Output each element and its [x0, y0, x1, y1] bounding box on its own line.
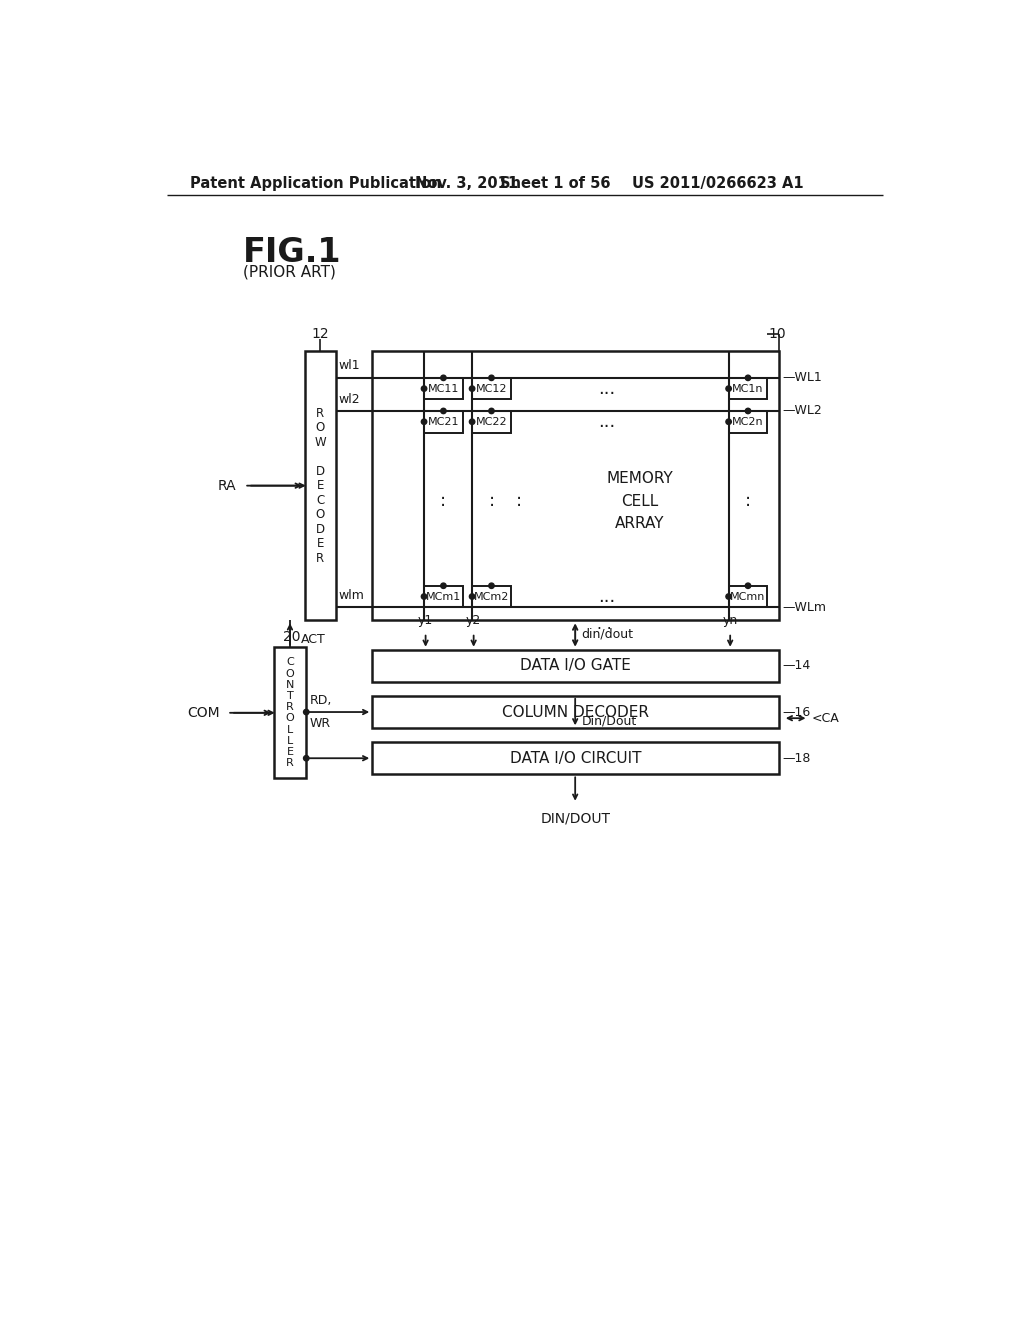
Text: —16: —16: [783, 705, 811, 718]
Text: DIN/DOUT: DIN/DOUT: [541, 812, 610, 825]
Text: ACT: ACT: [301, 632, 326, 645]
Circle shape: [469, 385, 475, 391]
Circle shape: [726, 594, 731, 599]
Bar: [472, 586, 511, 607]
Text: MCm1: MCm1: [426, 591, 461, 602]
Text: DATA I/O GATE: DATA I/O GATE: [520, 659, 631, 673]
Text: RD,: RD,: [309, 694, 332, 708]
Text: WR: WR: [309, 717, 331, 730]
Circle shape: [488, 375, 495, 380]
Text: C
O
N
T
R
O
L
L
E
R: C O N T R O L L E R: [286, 657, 294, 768]
Circle shape: [303, 709, 309, 714]
Circle shape: [469, 418, 475, 425]
Bar: [424, 378, 463, 400]
Circle shape: [440, 375, 446, 380]
Text: —WL2: —WL2: [783, 404, 822, 417]
Text: · ·: · ·: [597, 622, 612, 638]
Bar: [305, 351, 336, 620]
Text: —WLm: —WLm: [783, 601, 826, 614]
Text: Patent Application Publication: Patent Application Publication: [190, 176, 441, 190]
Circle shape: [488, 583, 495, 589]
Text: <CA: <CA: [812, 711, 840, 725]
Text: RA: RA: [218, 479, 237, 492]
Bar: [372, 351, 779, 620]
Text: ...: ...: [598, 380, 615, 397]
Circle shape: [421, 418, 427, 425]
Bar: [372, 742, 779, 775]
Bar: [424, 411, 463, 433]
Text: —WL1: —WL1: [783, 371, 822, 384]
Text: —14: —14: [783, 659, 811, 672]
Bar: [729, 378, 767, 400]
Text: MC21: MC21: [428, 417, 459, 426]
Text: R
O
W
 
D
E
C
O
D
E
R: R O W D E C O D E R: [314, 407, 326, 565]
Text: wl2: wl2: [339, 392, 360, 405]
Bar: [273, 647, 306, 779]
Text: din/dout: din/dout: [582, 628, 634, 640]
Text: MC12: MC12: [476, 384, 507, 393]
Circle shape: [488, 408, 495, 413]
Text: :: :: [440, 492, 446, 510]
Bar: [424, 586, 463, 607]
Circle shape: [440, 408, 446, 413]
Circle shape: [303, 755, 309, 760]
Text: y2: y2: [466, 614, 481, 627]
Circle shape: [726, 418, 731, 425]
Text: COLUMN DECODER: COLUMN DECODER: [502, 705, 649, 719]
Bar: [472, 411, 511, 433]
Text: MC1n: MC1n: [732, 384, 764, 393]
Circle shape: [421, 594, 427, 599]
Text: 10: 10: [768, 327, 785, 341]
Text: MC22: MC22: [476, 417, 507, 426]
Circle shape: [726, 385, 731, 391]
Text: yn: yn: [723, 614, 738, 627]
Bar: [372, 649, 779, 682]
Bar: [729, 411, 767, 433]
Text: Din/Dout: Din/Dout: [582, 714, 637, 727]
Circle shape: [745, 408, 751, 413]
Text: DATA I/O CIRCUIT: DATA I/O CIRCUIT: [510, 751, 641, 766]
Text: 12: 12: [311, 327, 329, 341]
Circle shape: [440, 583, 446, 589]
Text: wl1: wl1: [339, 359, 360, 372]
Text: y1: y1: [418, 614, 433, 627]
Text: 20: 20: [283, 630, 300, 644]
Text: ...: ...: [598, 587, 615, 606]
Text: MC2n: MC2n: [732, 417, 764, 426]
Circle shape: [421, 385, 427, 391]
Text: ...: ...: [598, 413, 615, 430]
Text: MC11: MC11: [428, 384, 459, 393]
Text: wlm: wlm: [339, 589, 365, 602]
Text: :: :: [488, 492, 495, 510]
Text: MEMORY
CELL
ARRAY: MEMORY CELL ARRAY: [606, 471, 673, 531]
Text: US 2011/0266623 A1: US 2011/0266623 A1: [632, 176, 804, 190]
Text: —18: —18: [783, 751, 811, 764]
Text: (PRIOR ART): (PRIOR ART): [243, 265, 336, 280]
Circle shape: [469, 594, 475, 599]
Text: Sheet 1 of 56: Sheet 1 of 56: [500, 176, 610, 190]
Bar: [372, 696, 779, 729]
Text: :: :: [744, 492, 751, 510]
Circle shape: [745, 583, 751, 589]
Text: COM: COM: [186, 706, 219, 719]
Circle shape: [745, 375, 751, 380]
Text: FIG.1: FIG.1: [243, 236, 341, 269]
Bar: [472, 378, 511, 400]
Text: MCm2: MCm2: [474, 591, 509, 602]
Text: MCmn: MCmn: [730, 591, 766, 602]
Bar: [729, 586, 767, 607]
Text: :: :: [516, 492, 522, 510]
Text: Nov. 3, 2011: Nov. 3, 2011: [415, 176, 518, 190]
